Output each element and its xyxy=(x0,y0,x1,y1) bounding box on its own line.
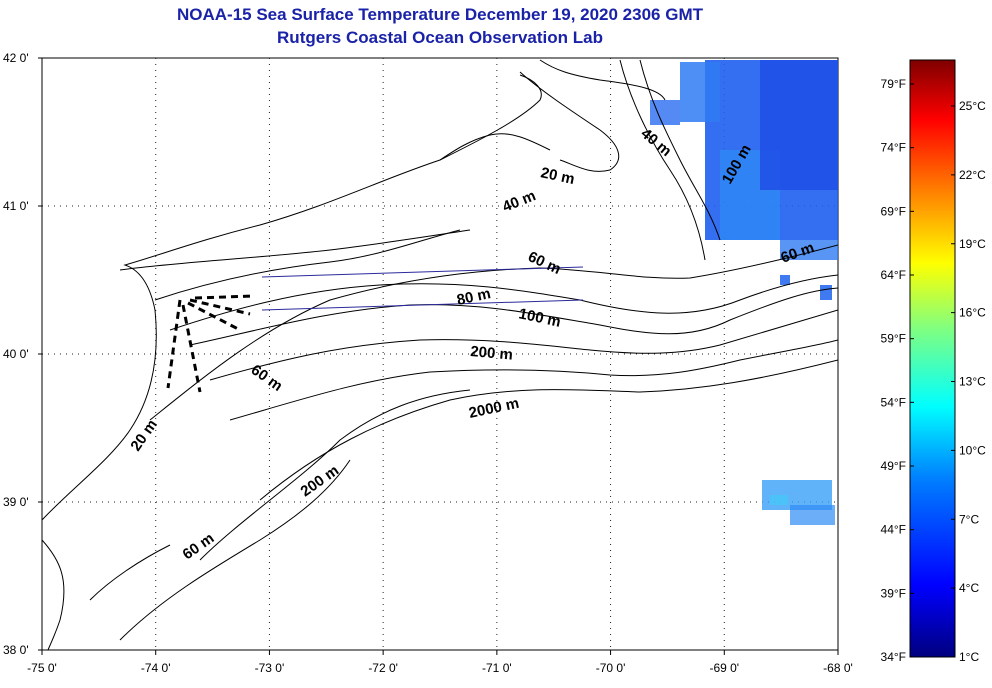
colorbar-c-label: 7°C xyxy=(959,512,979,526)
colorbar-f-label: 59°F xyxy=(881,332,906,346)
chart-subtitle: Rutgers Coastal Ocean Observation Lab xyxy=(277,28,603,47)
sst-data-patch-southeast xyxy=(762,480,835,525)
colorbar-f-label: 39°F xyxy=(881,586,906,600)
colorbar-f-label: 64°F xyxy=(881,268,906,282)
lon-tick-label: -69 0' xyxy=(709,661,739,675)
latitude-axis: 42 0' 41 0' 40 0' 39 0' 38 0' xyxy=(3,51,42,657)
lon-tick-label: -71 0' xyxy=(482,661,512,675)
contour-label: 80 m xyxy=(455,285,492,309)
colorbar-c-label: 13°C xyxy=(959,375,986,389)
colorbar-c-label: 25°C xyxy=(959,99,986,113)
coastline xyxy=(42,59,666,650)
colorbar-c-label: 22°C xyxy=(959,168,986,182)
chart-title: NOAA-15 Sea Surface Temperature December… xyxy=(177,5,703,24)
colorbar-celsius-labels: 25°C 22°C 19°C 16°C 13°C 10°C 7°C 4°C 1°C xyxy=(951,99,986,664)
bathymetry-contours xyxy=(89,59,838,641)
colorbar-f-label: 44°F xyxy=(881,523,906,537)
sst-data-patch-northeast xyxy=(650,60,838,300)
lon-tick-label: -75 0' xyxy=(27,661,57,675)
lon-tick-label: -74 0' xyxy=(141,661,171,675)
lon-tick-label: -68 0' xyxy=(823,661,853,675)
colorbar-f-label: 54°F xyxy=(881,395,906,409)
dashed-channels xyxy=(166,294,255,393)
lat-tick-label: 39 0' xyxy=(3,495,29,509)
contour-label: 200 m xyxy=(470,343,514,364)
graticule xyxy=(42,58,838,650)
colorbar-c-label: 10°C xyxy=(959,443,986,457)
colorbar xyxy=(909,59,956,658)
lon-tick-label: -72 0' xyxy=(368,661,398,675)
lat-tick-label: 38 0' xyxy=(3,643,29,657)
longitude-axis: -75 0' -74 0' -73 0' -72 0' -71 0' -70 0' -69 … xyxy=(27,650,853,675)
colorbar-f-label: 74°F xyxy=(881,141,906,155)
lon-tick-label: -70 0' xyxy=(596,661,626,675)
colorbar-f-label: 79°F xyxy=(881,77,906,91)
colorbar-f-label: 49°F xyxy=(881,459,906,473)
colorbar-fahrenheit-labels: 79°F 74°F 69°F 64°F 59°F 54°F 49°F 44°F 39°F 34°F xyxy=(881,77,914,664)
lat-tick-label: 42 0' xyxy=(3,51,29,65)
colorbar-c-label: 4°C xyxy=(959,581,979,595)
transect-lines xyxy=(261,266,584,311)
lon-tick-label: -73 0' xyxy=(255,661,285,675)
colorbar-c-label: 16°C xyxy=(959,306,986,320)
contour-label: 20 m xyxy=(539,164,576,188)
lat-tick-label: 41 0' xyxy=(3,199,29,213)
colorbar-c-label: 1°C xyxy=(959,650,979,664)
colorbar-f-label: 69°F xyxy=(881,204,906,218)
colorbar-c-label: 19°C xyxy=(959,237,986,251)
lat-tick-label: 40 0' xyxy=(3,347,29,361)
colorbar-f-label: 34°F xyxy=(881,650,906,664)
